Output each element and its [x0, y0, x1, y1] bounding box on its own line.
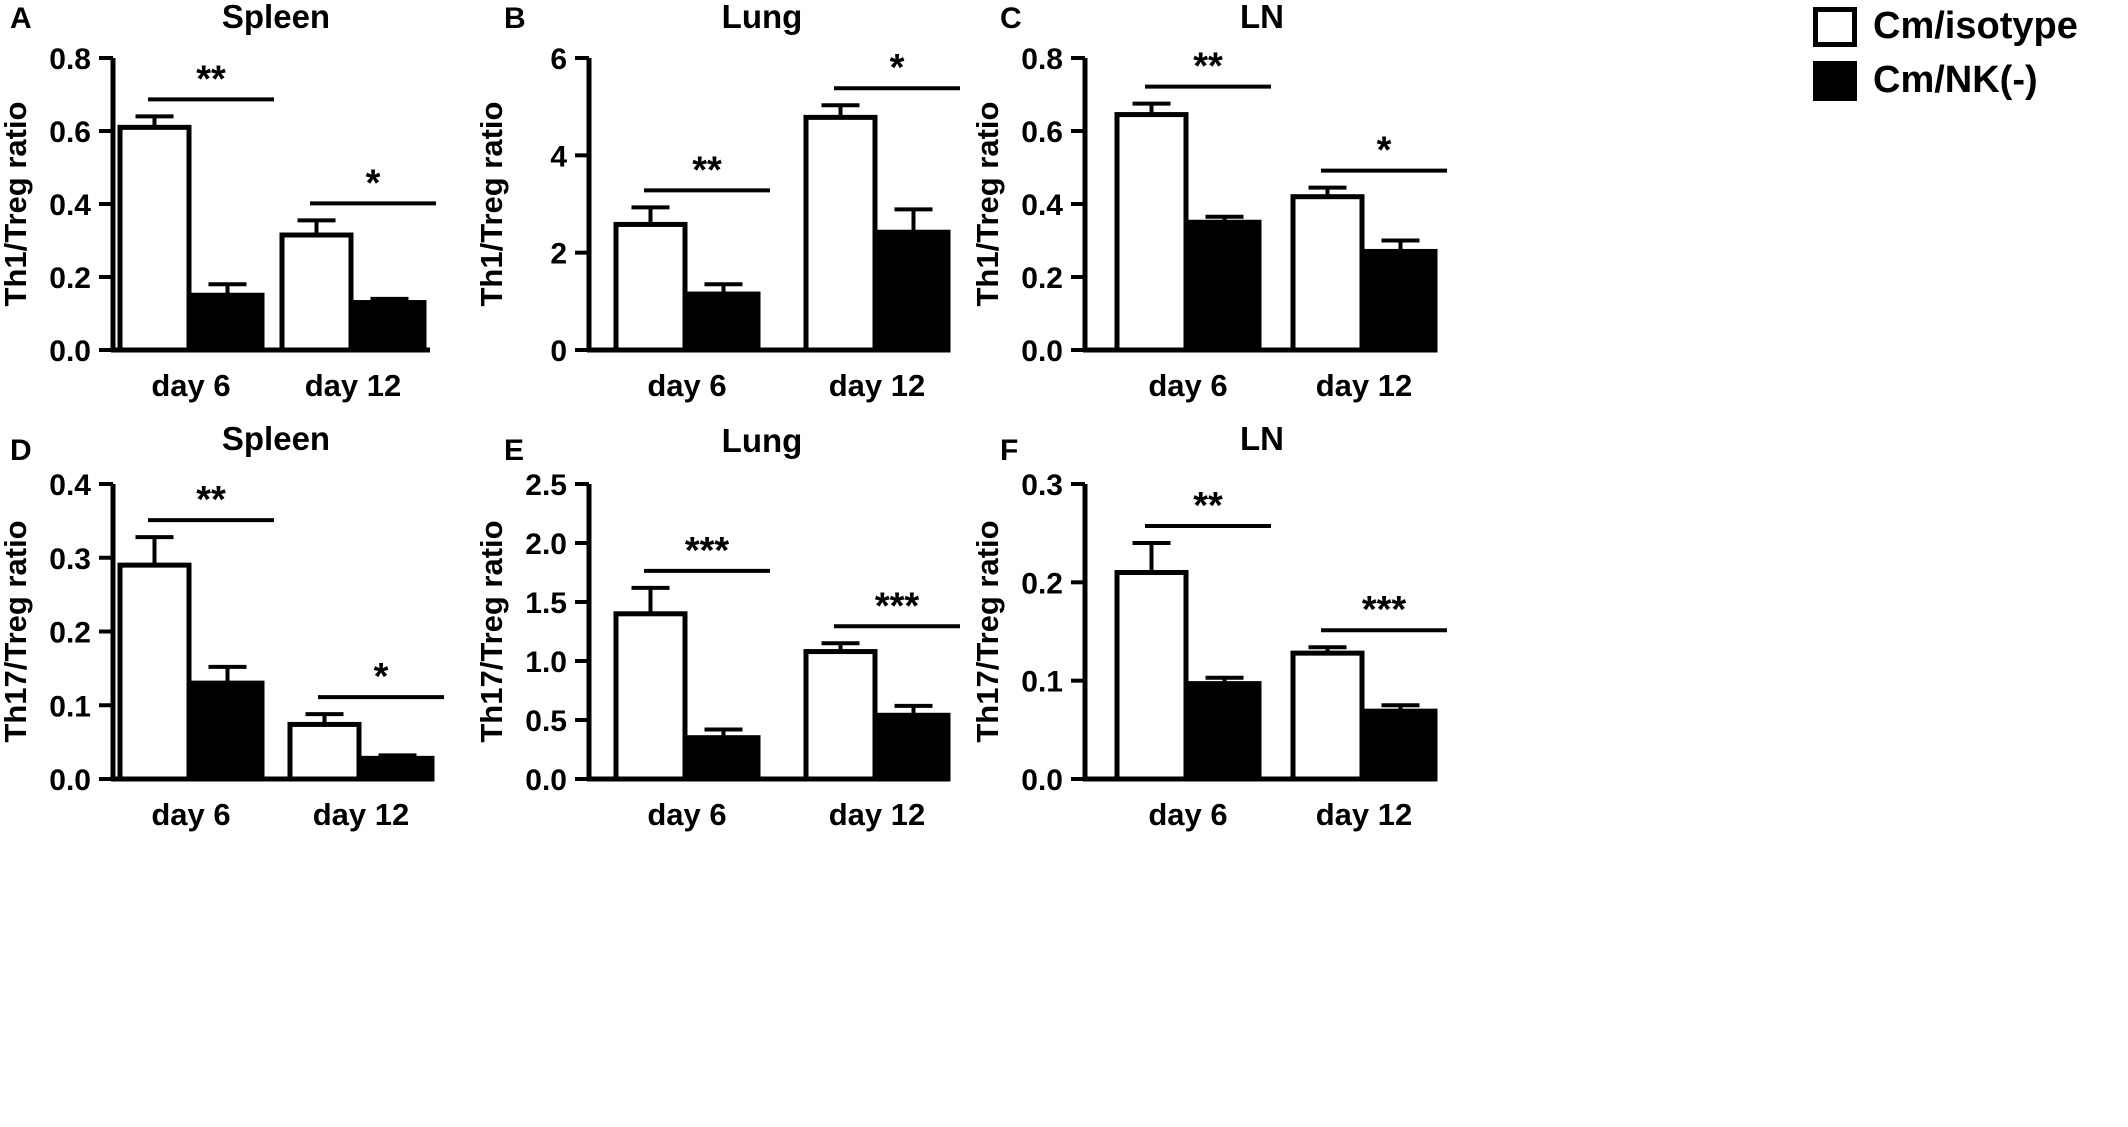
- y-axis-label: Th17/Treg ratio: [0, 520, 33, 742]
- bar-isotype: [1114, 570, 1189, 782]
- y-tick-label: 0.1: [1021, 666, 1063, 699]
- significance-marker: **: [1193, 46, 1223, 88]
- bar-nk: [876, 229, 951, 353]
- y-axis-label: Th1/Treg ratio: [0, 102, 33, 307]
- panel-letter: D: [10, 434, 32, 467]
- y-tick-label: 0.3: [1021, 469, 1063, 502]
- significance-marker: ***: [1362, 589, 1407, 631]
- y-axis-label: Th1/Treg ratio: [970, 102, 1005, 307]
- x-tick-label: day 12: [829, 797, 926, 832]
- x-tick-label: day 12: [1316, 797, 1413, 832]
- y-tick-label: 0.5: [525, 705, 567, 738]
- bar-isotype: [279, 232, 354, 353]
- y-tick-label: 1.5: [525, 587, 567, 620]
- y-tick-label: 0.0: [1021, 335, 1063, 368]
- y-tick-label: 0.0: [1021, 764, 1063, 797]
- y-tick-label: 0.0: [49, 764, 91, 797]
- significance-marker: ***: [685, 530, 730, 572]
- y-tick-label: 0.2: [1021, 262, 1063, 295]
- x-tick-label: day 6: [647, 797, 726, 832]
- panel-letter: A: [10, 2, 32, 35]
- bar-nk: [360, 755, 435, 782]
- bar-isotype: [1290, 650, 1365, 782]
- bar-nk: [1187, 219, 1262, 353]
- y-tick-label: 1.0: [525, 646, 567, 679]
- x-tick-label: day 6: [647, 368, 726, 403]
- y-tick-label: 0.3: [49, 543, 91, 576]
- bar-nk: [352, 300, 427, 353]
- y-tick-label: 0.2: [1021, 567, 1063, 600]
- y-tick-label: 0.0: [49, 335, 91, 368]
- x-tick-label: day 6: [1148, 797, 1227, 832]
- bar-nk: [190, 292, 265, 353]
- panel-letter: E: [504, 434, 524, 467]
- y-axis-label: Th17/Treg ratio: [970, 520, 1005, 742]
- bar-nk: [686, 291, 761, 353]
- x-tick-label: day 12: [313, 797, 410, 832]
- significance-marker: **: [1193, 485, 1223, 527]
- bar-isotype: [613, 221, 688, 353]
- bar-nk: [686, 735, 761, 782]
- significance-marker: **: [196, 58, 226, 100]
- significance-marker: *: [1377, 130, 1392, 172]
- y-tick-label: 0.4: [49, 469, 91, 502]
- significance-marker: **: [196, 479, 226, 521]
- y-tick-label: 0.8: [49, 43, 91, 76]
- bar-isotype: [117, 124, 192, 353]
- y-tick-label: 4: [550, 140, 567, 173]
- y-tick-label: 2: [550, 238, 567, 271]
- y-axis-label: Th1/Treg ratio: [474, 102, 509, 307]
- panel-title: Spleen: [222, 420, 330, 457]
- bar-nk: [1187, 681, 1262, 782]
- y-tick-label: 0.6: [1021, 116, 1063, 149]
- x-tick-label: day 6: [1148, 368, 1227, 403]
- panel-title: Spleen: [222, 0, 330, 35]
- significance-marker: *: [374, 656, 389, 698]
- x-tick-label: day 12: [829, 368, 926, 403]
- bar-isotype: [117, 562, 192, 782]
- bar-isotype: [803, 114, 878, 353]
- panel-title: Lung: [722, 0, 803, 35]
- y-tick-label: 0.2: [49, 617, 91, 650]
- y-tick-label: 6: [550, 43, 567, 76]
- panel-title: LN: [1240, 0, 1284, 35]
- y-tick-label: 0.6: [49, 116, 91, 149]
- significance-marker: *: [890, 47, 905, 89]
- bar-isotype: [1290, 194, 1365, 353]
- y-tick-label: 0.0: [525, 764, 567, 797]
- bar-nk: [190, 680, 265, 782]
- panel-letter: C: [1000, 2, 1022, 35]
- bar-isotype: [1114, 112, 1189, 353]
- panel-title: Lung: [722, 422, 803, 459]
- panel-letter: B: [504, 2, 526, 35]
- panel-letter: F: [1000, 434, 1018, 467]
- x-tick-label: day 6: [151, 368, 230, 403]
- x-tick-label: day 12: [1316, 368, 1413, 403]
- y-tick-label: 2.0: [525, 528, 567, 561]
- y-tick-label: 2.5: [525, 469, 567, 502]
- y-tick-label: 0: [550, 335, 567, 368]
- y-tick-label: 0.8: [1021, 43, 1063, 76]
- bar-nk: [1363, 708, 1438, 782]
- y-axis-label: Th17/Treg ratio: [474, 520, 509, 742]
- y-tick-label: 0.4: [1021, 189, 1063, 222]
- bar-isotype: [287, 721, 362, 782]
- y-tick-label: 0.4: [49, 189, 91, 222]
- x-tick-label: day 12: [305, 368, 402, 403]
- y-tick-label: 0.1: [49, 690, 91, 723]
- bar-nk: [1363, 248, 1438, 353]
- y-tick-label: 0.2: [49, 262, 91, 295]
- bar-isotype: [613, 611, 688, 782]
- significance-marker: *: [366, 162, 381, 204]
- bar-nk: [876, 712, 951, 782]
- significance-marker: **: [692, 149, 722, 191]
- bar-isotype: [803, 649, 878, 782]
- x-tick-label: day 6: [151, 797, 230, 832]
- panel-title: LN: [1240, 420, 1284, 457]
- significance-marker: ***: [875, 585, 920, 627]
